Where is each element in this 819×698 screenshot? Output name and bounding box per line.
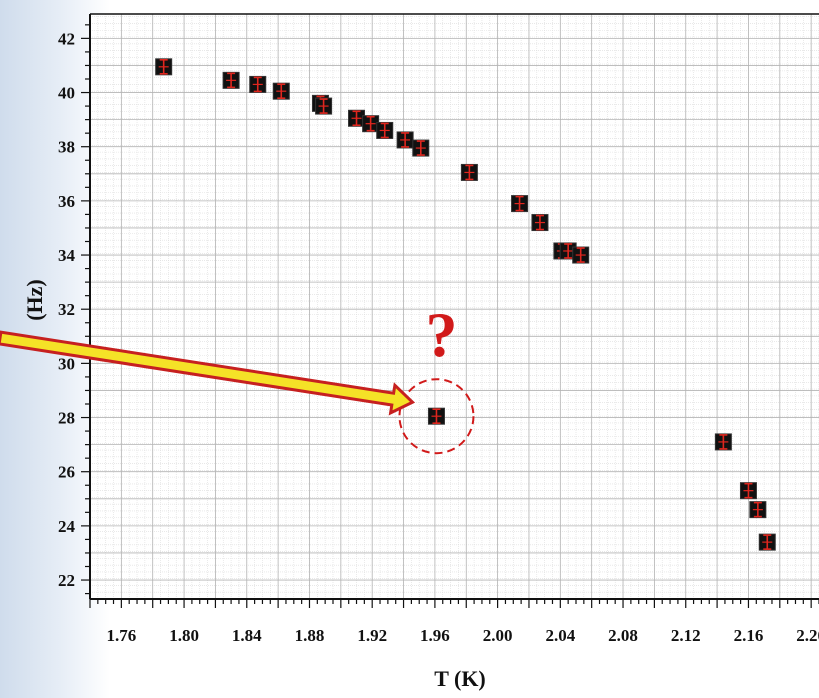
data-points: [155, 58, 776, 551]
x-axis-label: T (K): [434, 666, 486, 691]
x-tick-label: 1.88: [295, 626, 325, 645]
y-tick-label: 22: [58, 571, 75, 590]
data-point: [511, 195, 529, 213]
data-point: [460, 163, 478, 181]
y-tick-label: 36: [58, 192, 75, 211]
data-point: [155, 58, 173, 76]
x-tick-label: 2.00: [483, 626, 513, 645]
data-point: [376, 121, 394, 139]
y-tick-label: 32: [58, 300, 75, 319]
x-tick-label: 2.12: [671, 626, 701, 645]
x-tick-label: 2.04: [545, 626, 575, 645]
x-tick-label: 2.08: [608, 626, 638, 645]
data-point: [412, 139, 430, 157]
y-axis-label: (Hz): [22, 279, 47, 321]
data-point: [531, 214, 549, 232]
y-tick-label: 28: [58, 409, 75, 428]
data-point: [758, 533, 776, 551]
y-tick-label: 42: [58, 29, 75, 48]
data-point: [348, 109, 366, 127]
data-point: [315, 97, 333, 115]
x-tick-label: 1.96: [420, 626, 450, 645]
x-tick-label: 1.92: [357, 626, 387, 645]
data-point: [222, 71, 240, 89]
data-point: [396, 131, 414, 149]
question-mark: ?: [425, 299, 457, 370]
grid: [90, 14, 819, 599]
y-tick-label: 26: [58, 463, 75, 482]
y-tick-label: 24: [58, 517, 76, 536]
highlight-circle: [398, 378, 475, 455]
plot-frame: [89, 13, 819, 600]
data-point: [249, 75, 267, 93]
x-tick-label: 2.16: [734, 626, 764, 645]
data-point: [272, 82, 290, 100]
y-axis-ticks: 22 24 26 28 30 32 34 36 38 40 42: [58, 24, 90, 595]
data-point: [362, 115, 380, 133]
x-tick-label: 1.84: [232, 626, 262, 645]
pointer-arrow: [0, 330, 416, 416]
annotations: ?: [0, 299, 475, 455]
x-axis-ticks: 1.76 1.80 1.84 1.88 1.92 1.96 2.00 2.04 2.08 2.12…: [89, 599, 819, 645]
y-tick-label: 38: [58, 138, 75, 157]
x-tick-label: 2.20: [796, 626, 819, 645]
y-tick-label: 30: [58, 354, 75, 373]
x-tick-label: 1.76: [106, 626, 136, 645]
data-point: [714, 433, 732, 451]
data-point: [572, 246, 590, 264]
data-point: [427, 407, 445, 425]
data-point: [749, 501, 767, 519]
x-tick-label: 1.80: [169, 626, 199, 645]
data-point: [739, 482, 757, 500]
y-tick-label: 34: [58, 246, 76, 265]
y-tick-label: 40: [58, 84, 75, 103]
